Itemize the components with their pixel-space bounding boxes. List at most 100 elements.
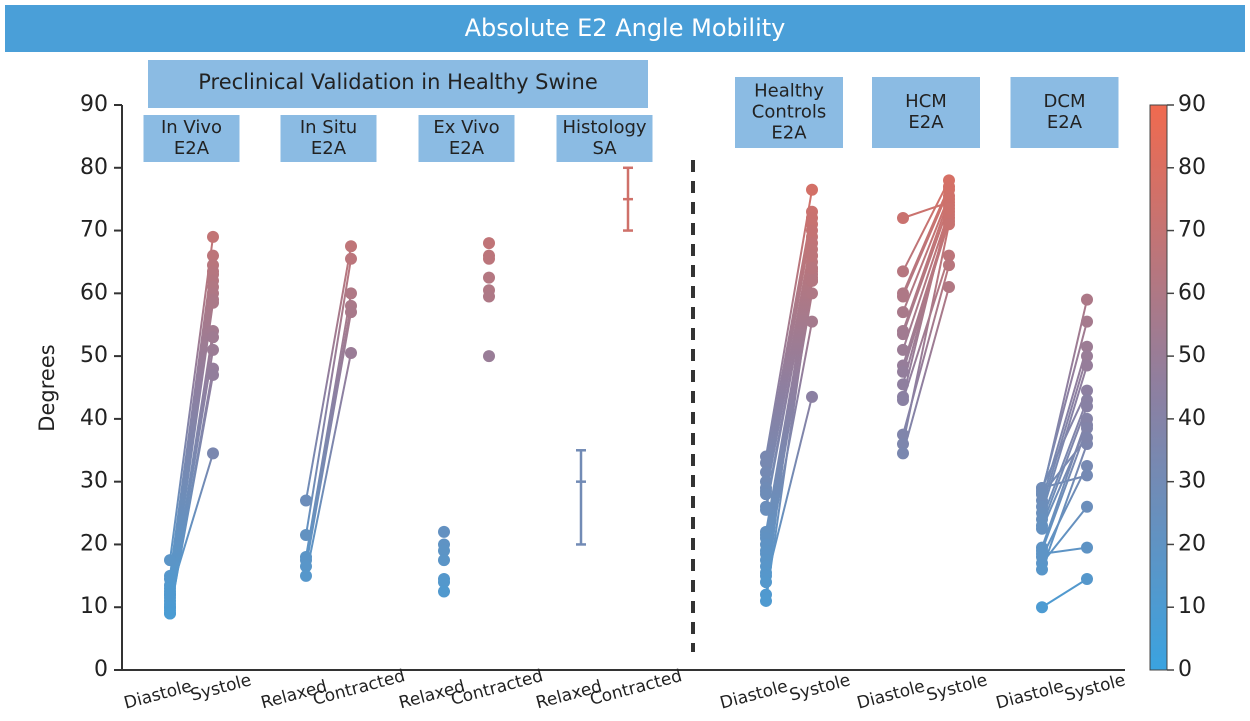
dot — [897, 447, 909, 460]
dot — [438, 525, 450, 538]
group-header: In Situ — [300, 117, 357, 138]
pair-line — [902, 255, 950, 401]
banner: Preclinical Validation in Healthy Swine — [198, 70, 598, 94]
dot — [207, 331, 219, 344]
x-tick-label: Contracted — [588, 666, 684, 710]
dot — [943, 202, 955, 215]
dot — [483, 237, 495, 250]
group-header-box — [418, 115, 515, 162]
x-tick-label: Diastole — [122, 676, 194, 713]
colorbar — [1149, 104, 1168, 671]
pair-line — [765, 211, 813, 464]
group-header-box — [280, 115, 377, 162]
dot — [300, 560, 312, 573]
dot — [806, 390, 818, 403]
dot — [1081, 350, 1093, 363]
dot — [897, 328, 909, 341]
pair-line — [1041, 299, 1088, 495]
dot — [760, 456, 772, 469]
dot — [806, 274, 818, 287]
title-bar — [5, 5, 1245, 52]
pair-line — [1041, 546, 1088, 555]
pair-line — [1041, 418, 1088, 548]
group-header: E2A — [771, 123, 807, 144]
colorbar-tick-label: 60 — [1178, 280, 1206, 305]
dot — [483, 350, 495, 363]
dot — [760, 488, 772, 501]
colorbar-tick-label: 30 — [1178, 469, 1206, 494]
dot — [806, 315, 818, 328]
y-tick-label: 30 — [80, 469, 108, 494]
y-tick-label: 70 — [80, 218, 108, 243]
y-tick-label: 50 — [80, 343, 108, 368]
x-tick-label: Systole — [924, 670, 989, 705]
colorbar-tick-label: 70 — [1178, 218, 1206, 243]
x-tick-label: Diastole — [994, 676, 1066, 713]
pair-line — [902, 208, 950, 398]
y-axis-label: Degrees — [35, 344, 59, 431]
dot — [1081, 315, 1093, 328]
group-header-box — [1010, 77, 1119, 148]
pair-line — [902, 224, 950, 445]
dot — [943, 281, 955, 294]
pair-line — [765, 217, 813, 473]
dot — [1081, 500, 1093, 513]
pair-line — [902, 195, 950, 313]
y-tick-label: 80 — [80, 155, 108, 180]
dot — [1081, 469, 1093, 482]
group-header: Healthy — [754, 81, 824, 102]
dot — [897, 365, 909, 378]
x-tick-label: Systole — [1062, 670, 1127, 705]
pair-line — [1041, 506, 1088, 564]
dot — [345, 240, 357, 253]
pair-line — [902, 286, 950, 454]
pair-line — [305, 258, 352, 536]
dot — [806, 183, 818, 196]
x-tick-label: Diastole — [855, 676, 927, 713]
pair-line — [902, 189, 950, 297]
dot — [806, 249, 818, 262]
pair-line — [305, 312, 352, 567]
pair-line — [1041, 355, 1088, 508]
dot — [943, 218, 955, 231]
dot — [164, 588, 176, 601]
dot — [207, 296, 219, 309]
pair-line — [169, 302, 214, 605]
pair-line — [169, 453, 214, 595]
dot — [207, 249, 219, 262]
group-header-box — [872, 77, 980, 148]
group-header: In Vivo — [161, 117, 222, 138]
dot — [164, 607, 176, 620]
pair-line — [305, 305, 352, 561]
dot — [806, 262, 818, 275]
dot — [483, 290, 495, 303]
dot — [1081, 541, 1093, 554]
dot — [300, 494, 312, 507]
pair-line — [902, 211, 950, 351]
group-header: E2A — [174, 138, 210, 159]
dot — [1081, 293, 1093, 306]
pair-line — [902, 179, 950, 272]
pair-line — [1041, 578, 1088, 609]
dot — [438, 544, 450, 557]
pair-line — [765, 268, 813, 576]
group-header-box — [735, 77, 843, 148]
dot — [483, 271, 495, 284]
pair-line — [902, 186, 950, 294]
pair-line — [765, 224, 813, 482]
y-tick-label: 60 — [80, 280, 108, 305]
y-tick-label: 40 — [80, 406, 108, 431]
dot — [760, 594, 772, 607]
dot — [1081, 422, 1093, 435]
dot — [897, 306, 909, 319]
group-header: HCM — [905, 91, 947, 112]
dot — [897, 378, 909, 391]
x-tick-label: Diastole — [718, 676, 790, 713]
dot — [438, 585, 450, 598]
colorbar-tick-label: 90 — [1178, 92, 1206, 117]
group-header: DCM — [1044, 91, 1086, 112]
dot — [897, 428, 909, 441]
dot — [760, 503, 772, 516]
dot — [438, 576, 450, 589]
